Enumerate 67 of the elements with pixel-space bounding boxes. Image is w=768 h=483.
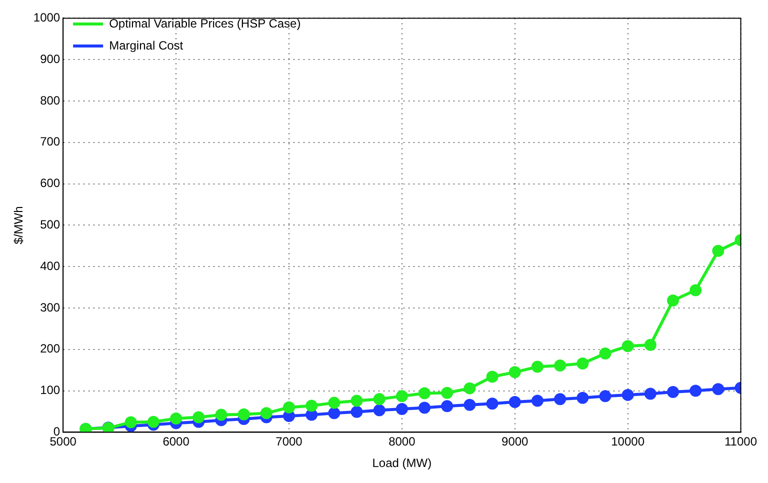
point [147, 416, 160, 428]
point [486, 370, 498, 383]
point [441, 400, 454, 412]
y-tick-label: 1000 [33, 10, 60, 25]
x-tick-label: 5000 [50, 434, 77, 449]
point [644, 338, 656, 351]
point [373, 404, 386, 416]
point [712, 383, 724, 396]
point [690, 384, 702, 397]
point [554, 393, 566, 406]
point [238, 408, 250, 420]
legend-label: Optimal Variable Prices (HSP Case) [109, 16, 301, 30]
legend-label: Marginal Cost [109, 38, 184, 52]
point [350, 394, 363, 407]
point [464, 382, 476, 394]
x-tick-label: 7000 [276, 434, 303, 449]
point [486, 398, 498, 410]
x-tick-label: 8000 [388, 434, 416, 449]
point [712, 244, 724, 257]
point [373, 393, 386, 406]
y-tick-label: 200 [40, 342, 60, 356]
point [599, 390, 612, 402]
y-tick-label: 300 [40, 300, 60, 314]
point [306, 400, 318, 412]
point [599, 348, 612, 360]
point [576, 392, 589, 404]
x-tick-label: 6000 [162, 434, 190, 449]
y-axis-title: $/MWh [12, 206, 26, 244]
point [508, 396, 521, 408]
x-tick-label: 11000 [724, 434, 758, 449]
point [282, 401, 295, 414]
point [690, 284, 702, 296]
y-tick-label: 600 [40, 176, 60, 190]
point [622, 388, 634, 401]
point [418, 387, 431, 400]
point [441, 386, 454, 399]
point [508, 366, 521, 378]
point [328, 396, 340, 409]
point [306, 408, 318, 421]
point [666, 386, 679, 398]
y-tick-label: 100 [40, 383, 60, 398]
point [260, 407, 272, 420]
y-tick-label: 900 [40, 52, 60, 66]
y-tick-label: 500 [40, 218, 60, 232]
point [215, 408, 228, 421]
point [464, 398, 476, 411]
point [622, 340, 634, 352]
point [328, 407, 340, 420]
y-tick-label: 700 [40, 134, 60, 149]
x-tick-label: 10000 [611, 434, 645, 449]
point [418, 402, 431, 414]
y-tick-label: 800 [40, 93, 60, 108]
x-tick-label: 9000 [502, 434, 529, 449]
point [531, 360, 544, 373]
point [576, 357, 589, 370]
y-tick-label: 400 [40, 258, 60, 273]
point [192, 411, 205, 424]
point [554, 360, 566, 372]
point [396, 403, 408, 416]
point [124, 416, 137, 428]
point [350, 406, 363, 418]
point [644, 388, 656, 400]
point [170, 412, 182, 425]
point [666, 294, 679, 307]
point [531, 394, 544, 407]
point [396, 390, 408, 402]
x-axis-title: Load (MW) [372, 456, 432, 470]
